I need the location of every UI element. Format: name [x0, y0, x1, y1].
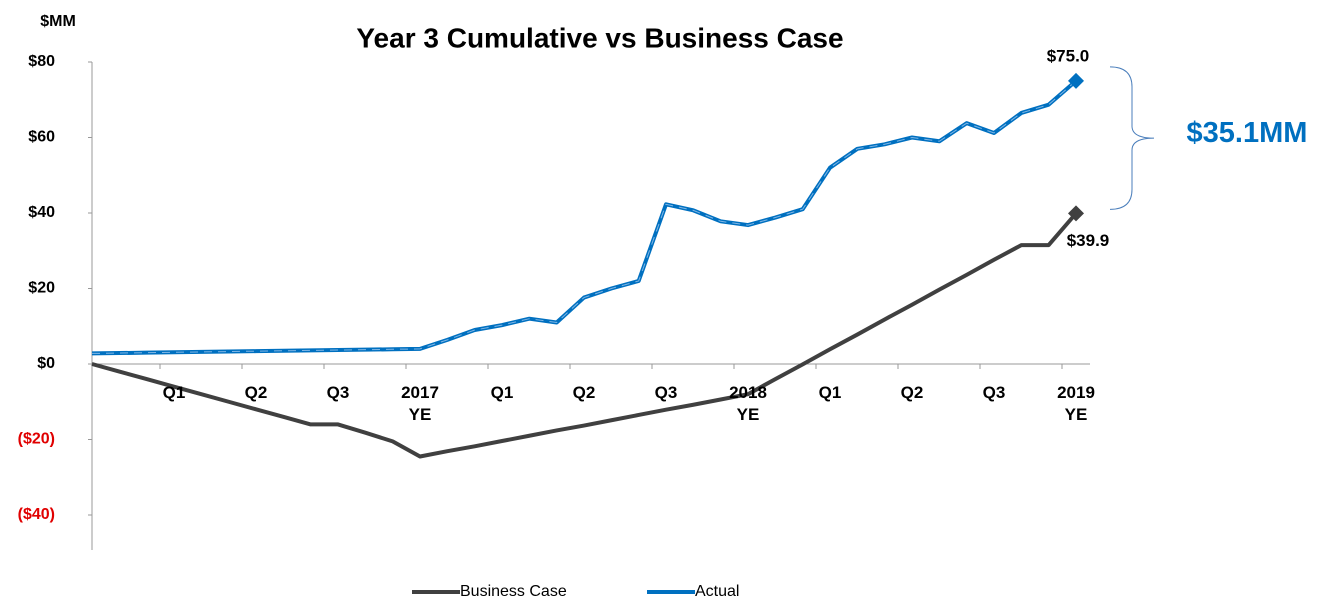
- y-unit-label: $MM: [40, 13, 76, 30]
- y-tick-label: $80: [28, 53, 55, 70]
- y-tick-label: $0: [37, 355, 55, 372]
- legend-label: Actual: [695, 583, 739, 600]
- x-tick-label: Q1: [490, 383, 514, 402]
- x-tick-label: 2019 YE: [1057, 383, 1095, 424]
- end-marker: [1068, 72, 1084, 89]
- x-tick-label: Q2: [244, 383, 268, 402]
- x-tick-label: Q2: [572, 383, 596, 402]
- data-label: $75.0: [1047, 46, 1090, 65]
- series-line-highlight: [91, 80, 1077, 354]
- y-tick-label: $40: [28, 204, 55, 221]
- y-tick-label: $20: [28, 280, 55, 297]
- chart-title: Year 3 Cumulative vs Business Case: [356, 22, 843, 53]
- data-label: $39.9: [1067, 231, 1110, 250]
- x-tick-label: Q2: [900, 383, 924, 402]
- annotation: $35.1MM: [1187, 117, 1308, 149]
- x-tick-label: Q3: [654, 383, 678, 402]
- series-line: [91, 79, 1078, 356]
- x-tick-label: Q1: [818, 383, 842, 402]
- x-tick-label: Q1: [162, 383, 186, 402]
- x-tick-label: Q3: [982, 383, 1006, 402]
- y-tick-label: ($20): [18, 431, 55, 448]
- x-tick-label: 2018 YE: [729, 383, 767, 424]
- series-line: [91, 212, 1078, 459]
- brace: [1109, 66, 1155, 210]
- x-tick-label: Q3: [326, 383, 350, 402]
- x-tick-label: 2017 YE: [401, 383, 439, 424]
- y-tick-label: $60: [28, 129, 55, 146]
- y-tick-label: ($40): [18, 506, 55, 523]
- end-marker: [1068, 205, 1084, 222]
- legend-label: Business Case: [460, 583, 567, 600]
